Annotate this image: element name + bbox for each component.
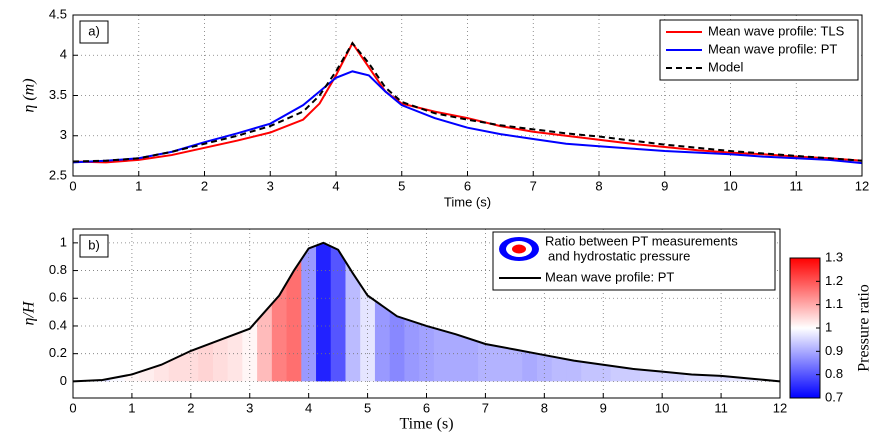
x-tick-label: 10 [723, 178, 737, 193]
y-tick-label: 0.8 [49, 262, 67, 277]
x-tick-label: 10 [655, 400, 669, 415]
heat-strip [330, 242, 347, 382]
heat-strip [301, 242, 317, 382]
x-tick-label: 3 [246, 400, 253, 415]
x-tick-label: 7 [530, 178, 537, 193]
series-line [72, 41, 863, 164]
legend-label: Mean wave profile: PT [708, 41, 837, 56]
y-tick-label: 4 [60, 47, 67, 62]
x-tick-label: 12 [773, 400, 787, 415]
x-tick-label: 0 [69, 400, 76, 415]
x-tick-label: 5 [364, 400, 371, 415]
y-tick-label: 0.2 [49, 345, 67, 360]
legend-icon [512, 244, 526, 254]
y-tick-label: 4.5 [49, 6, 67, 21]
annotation: a) [88, 23, 100, 38]
y-axis-label: η (m) [21, 78, 38, 112]
x-tick-label: 8 [541, 400, 548, 415]
legend-label: Mean wave profile: PT [545, 269, 674, 284]
axes-box [72, 14, 863, 177]
y-tick-label: 0.4 [49, 317, 67, 332]
x-tick-label: 11 [790, 178, 804, 193]
x-tick-label: 2 [187, 400, 194, 415]
series-line [72, 41, 863, 163]
colorbar-tick-label: 1.2 [825, 273, 843, 288]
y-tick-label: 2.5 [49, 167, 67, 182]
x-tick-label: 9 [600, 400, 607, 415]
x-tick-label: 2 [201, 178, 208, 193]
x-axis-label: Time (s) [399, 416, 453, 433]
x-tick-label: 6 [423, 400, 430, 415]
series-line [72, 70, 863, 165]
x-tick-label: 3 [267, 178, 274, 193]
annotation-box [79, 20, 109, 44]
series-line [72, 241, 781, 383]
x-tick-label: 7 [482, 400, 489, 415]
colorbar-tick-label: 0.7 [825, 389, 843, 404]
x-tick-label: 0 [69, 178, 76, 193]
x-tick-label: 1 [128, 400, 135, 415]
colorbar-tick-label: 1.1 [825, 296, 843, 311]
colorbar-tick-label: 1.3 [825, 249, 843, 264]
colorbar-tick-label: 0.8 [825, 366, 843, 381]
y-tick-label: 1 [60, 234, 67, 249]
legend-label: Model [708, 59, 744, 74]
y-tick-label: 0.6 [49, 290, 67, 305]
axes-box [72, 228, 781, 399]
y-tick-label: 0 [60, 373, 67, 388]
colorbar-tick-label: 1 [825, 319, 832, 334]
panel: 0 1 2 3 4 5 6 7 8 9 10 11 122.533.544.5a)Time (s)η (… [21, 6, 870, 209]
x-tick-label: 5 [398, 178, 405, 193]
annotation-box [79, 234, 109, 258]
x-tick-label: 12 [855, 178, 869, 193]
y-tick-label: 3 [60, 127, 67, 142]
x-tick-label: 1 [135, 178, 142, 193]
y-axis-label: η/H [21, 300, 38, 325]
x-tick-label: 9 [661, 178, 668, 193]
y-tick-label: 3.5 [49, 87, 67, 102]
legend-label: Mean wave profile: TLS [708, 23, 845, 38]
legend-label: and hydrostatic pressure [548, 248, 690, 263]
legend-box [492, 231, 776, 291]
x-tick-label: 8 [595, 178, 602, 193]
x-tick-label: 4 [332, 178, 339, 193]
annotation: b) [88, 237, 100, 252]
x-tick-label: 6 [464, 178, 471, 193]
x-axis-label: Time (s) [444, 194, 491, 209]
x-tick-label: 4 [305, 400, 312, 415]
colorbar-tick-label: 0.9 [825, 343, 843, 358]
colorbar-label: Pressure ratio [856, 284, 873, 372]
x-tick-label: 11 [714, 400, 728, 415]
colorbar [789, 257, 821, 399]
heat-strip [316, 242, 332, 382]
legend-label: Ratio between PT measurements [545, 233, 738, 248]
